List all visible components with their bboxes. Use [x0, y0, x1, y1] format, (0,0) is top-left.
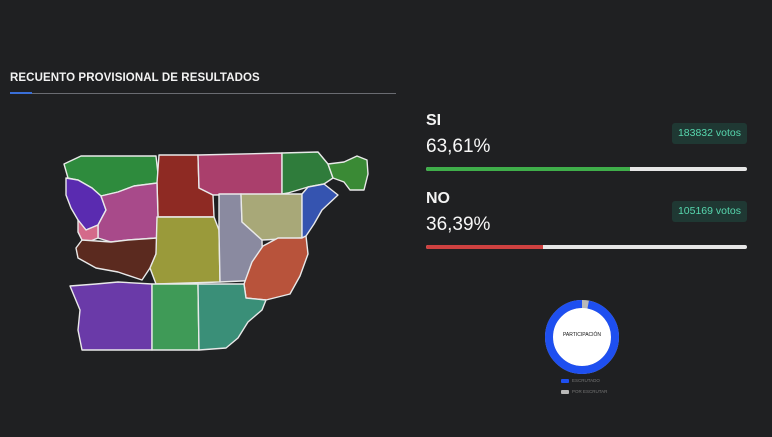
legend-label-remaining: POR ESCRUTAR [572, 389, 608, 394]
votes-badge-no: 105169 votos [671, 201, 747, 222]
region-map-svg [63, 151, 369, 351]
legend-label-counted: ESCRUTADO [572, 378, 600, 383]
legend-swatch-remaining [561, 389, 569, 394]
option-percent-si: 63,61% [426, 136, 491, 157]
donut-counted-arc [545, 300, 619, 374]
map-region[interactable] [327, 155, 369, 191]
progress-fill-si [426, 167, 631, 171]
progress-bar-no [426, 245, 747, 249]
region-map [56, 150, 376, 355]
votes-badge-si: 183832 votos [671, 123, 747, 144]
page-title: RECUENTO PROVISIONAL DE RESULTADOS [10, 72, 260, 84]
map-region[interactable] [243, 235, 309, 301]
option-label-no: NO [426, 190, 450, 207]
title-divider [10, 92, 396, 94]
map-region[interactable] [149, 216, 221, 285]
option-percent-no: 36,39% [426, 214, 491, 235]
donut-inner [549, 304, 615, 370]
map-region[interactable] [151, 283, 200, 351]
map-region[interactable] [301, 183, 339, 239]
map-region[interactable] [75, 237, 158, 281]
title-divider-accent [10, 92, 32, 94]
progress-bar-si [426, 167, 747, 171]
map-region[interactable] [77, 219, 99, 243]
progress-fill-no [426, 245, 543, 249]
map-region[interactable] [197, 152, 283, 196]
legend-item-remaining: POR ESCRUTAR [561, 389, 607, 394]
map-region[interactable] [69, 281, 153, 351]
legend-item-counted: ESCRUTADO [561, 378, 600, 383]
participation-donut [545, 300, 619, 374]
map-region[interactable] [197, 283, 267, 351]
donut-center-label: PARTICIPACIÓN [562, 332, 602, 338]
option-label-si: SI [426, 112, 442, 129]
legend-swatch-counted [561, 378, 569, 383]
